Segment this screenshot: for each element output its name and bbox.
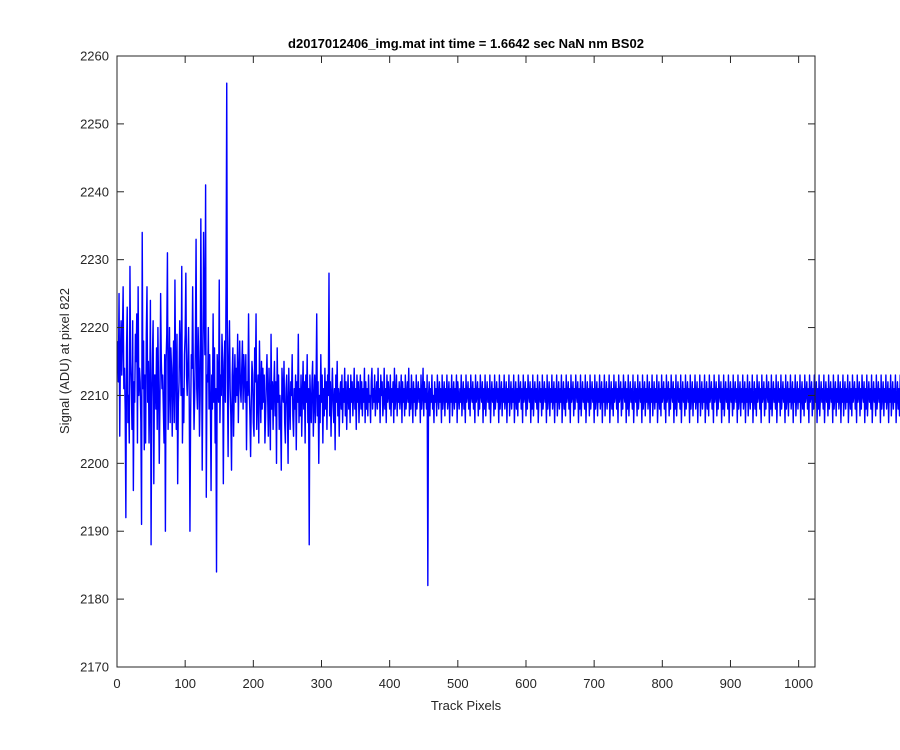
- y-tick-label: 2190: [80, 524, 109, 539]
- data-layer: [116, 82, 900, 587]
- x-tick-label: 700: [583, 676, 605, 691]
- y-tick-label: 2230: [80, 252, 109, 267]
- ticks-layer: 0 100 200 300 400 500 600 700 800 900 1000 2170 2180…: [80, 49, 815, 691]
- series-line-0: [116, 82, 900, 587]
- x-tick-label: 300: [311, 676, 333, 691]
- x-tick-label: 800: [651, 676, 673, 691]
- y-tick-label: 2170: [80, 660, 109, 675]
- y-tick-label: 2210: [80, 388, 109, 403]
- x-tick-label: 0: [113, 676, 120, 691]
- x-tick-label: 500: [447, 676, 469, 691]
- x-tick-label: 400: [379, 676, 401, 691]
- y-tick-label: 2180: [80, 592, 109, 607]
- x-tick-label: 100: [174, 676, 196, 691]
- x-tick-label: 900: [720, 676, 742, 691]
- y-tick-label: 2200: [80, 456, 109, 471]
- x-tick-label: 200: [242, 676, 264, 691]
- y-tick-label: 2260: [80, 49, 109, 64]
- y-tick-label: 2240: [80, 184, 109, 199]
- y-tick-label: 2220: [80, 320, 109, 335]
- chart-title: d2017012406_img.mat int time = 1.6642 se…: [288, 36, 644, 51]
- y-tick-label: 2250: [80, 116, 109, 131]
- y-axis-label: Signal (ADU) at pixel 822: [57, 288, 72, 434]
- x-tick-label: 600: [515, 676, 537, 691]
- x-axis-label: Track Pixels: [431, 698, 502, 713]
- x-tick-label: 1000: [784, 676, 813, 691]
- axes-box: [116, 55, 816, 668]
